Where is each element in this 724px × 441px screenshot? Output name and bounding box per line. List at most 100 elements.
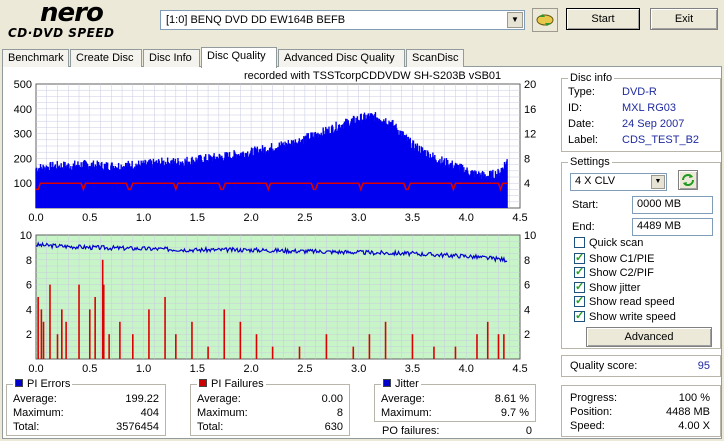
show-read-speed-label: Show read speed — [589, 296, 675, 308]
drive-refresh-icon — [536, 14, 554, 26]
show-c1-label: Show C1/PIE — [589, 253, 655, 265]
checkbox-box[interactable] — [574, 251, 585, 264]
x-tick-label: 2.5 — [297, 363, 312, 372]
jitter-title: Jitter — [395, 378, 419, 390]
settings-title: Settings — [568, 156, 612, 168]
nero-logo: nero CD·DVD SPEED — [6, 0, 156, 42]
tab-benchmark[interactable]: Benchmark — [2, 49, 69, 67]
pi-errors-group: PI Errors Average: 199.22 Maximum: 404 Tot… — [6, 378, 166, 436]
tab-scandisc[interactable]: ScanDisc — [406, 49, 464, 67]
id-value: MXL RG03 — [622, 102, 677, 114]
x-tick-label: 1.5 — [190, 212, 205, 224]
pi-errors-average: 199.22 — [125, 393, 159, 405]
refresh-drive-button[interactable] — [532, 8, 558, 32]
pi-failures-legend-icon — [199, 379, 207, 387]
end-input[interactable]: 4489 MB — [632, 218, 713, 236]
x-tick-label: 0.5 — [82, 363, 97, 372]
chevron-down-icon[interactable]: ▼ — [507, 12, 523, 28]
refresh-icon — [682, 174, 694, 186]
show-c1-checkbox[interactable]: Show C1/PIE — [574, 251, 655, 265]
show-c2-checkbox[interactable]: Show C2/PIF — [574, 265, 654, 279]
po-failures-value: 0 — [525, 425, 532, 437]
chevron-down-icon[interactable]: ▼ — [651, 175, 665, 189]
pi-errors-maximum: 404 — [140, 407, 159, 419]
jitter-maximum-label: Maximum: — [381, 407, 432, 419]
pi-failures-group: PI Failures Average: 0.00 Maximum: 8 Total… — [190, 378, 350, 436]
progress-value: 100 % — [678, 392, 710, 404]
pi-failures-total: 630 — [324, 421, 343, 433]
pi-errors-maximum-row: Maximum: 404 — [13, 407, 159, 420]
show-read-speed-checkbox[interactable]: Show read speed — [574, 294, 675, 308]
tab-disc-quality[interactable]: Disc Quality — [201, 47, 277, 68]
checkbox-box[interactable] — [574, 309, 585, 322]
quick-scan-checkbox[interactable]: Quick scan — [574, 237, 643, 249]
y2-tick-label: 4 — [524, 178, 530, 190]
drive-select[interactable]: [1:0] BENQ DVD DD EW164B BEFB ▼ — [160, 10, 525, 30]
jitter-maximum: 9.7 % — [500, 407, 529, 419]
tab-disc-info[interactable]: Disc Info — [143, 49, 200, 67]
pi-errors-average-row: Average: 199.22 — [13, 393, 159, 406]
jitter-line — [35, 241, 508, 263]
x-tick-label: 2.5 — [297, 212, 312, 224]
speed-select[interactable]: 4 X CLV ▼ — [570, 173, 667, 191]
tab-advanced-disc-quality[interactable]: Advanced Disc Quality — [278, 49, 405, 67]
pi-errors-total-label: Total: — [13, 421, 40, 433]
start-label: Start: — [572, 199, 599, 211]
pi-failures-maximum-label: Maximum: — [197, 407, 248, 419]
y-tick-label: 500 — [14, 79, 32, 91]
pi-failures-average-label: Average: — [197, 393, 241, 405]
y-tick-label: 200 — [14, 153, 32, 165]
advanced-button[interactable]: Advanced — [586, 327, 712, 347]
pi-failures-maximum: 8 — [336, 407, 343, 419]
quality-score-value: 95 — [697, 360, 710, 372]
y-tick-label: 4 — [26, 304, 32, 316]
x-tick-label: 3.5 — [405, 212, 420, 224]
checkbox-box[interactable] — [574, 294, 585, 307]
drive-select-value: [1:0] BENQ DVD DD EW164B BEFB — [166, 14, 346, 26]
checkbox-box[interactable] — [574, 237, 585, 248]
chart-area: recorded with TSSTcorpCDDVDW SH-S203B vS… — [6, 70, 556, 375]
start-button[interactable]: Start — [566, 8, 640, 30]
po-failures-label: PO failures: — [382, 425, 440, 437]
quality-score-group: Quality score: 95 — [561, 355, 721, 377]
checkbox-box[interactable] — [574, 265, 585, 278]
label-label: Label: — [568, 134, 598, 146]
disc-info-title: Disc info — [568, 72, 615, 84]
y2-tick-label: 2 — [524, 329, 530, 341]
show-jitter-checkbox[interactable]: Show jitter — [574, 280, 641, 294]
pi-errors-maximum-label: Maximum: — [13, 407, 64, 419]
po-failures-row: PO failures: 0 — [382, 425, 532, 438]
y2-tick-label: 16 — [524, 104, 536, 116]
date-value: 24 Sep 2007 — [622, 118, 685, 130]
y-tick-label: 10 — [20, 230, 32, 242]
refresh-speed-button[interactable] — [678, 170, 698, 190]
speed-value: 4.00 X — [678, 420, 710, 432]
x-tick-label: 3.0 — [351, 212, 366, 224]
y2-tick-label: 12 — [524, 129, 536, 141]
pi-failures-total-row: Total: 630 — [197, 421, 343, 434]
exit-button[interactable]: Exit — [650, 8, 718, 30]
date-label: Date: — [568, 118, 595, 130]
y2-tick-label: 10 — [524, 230, 536, 242]
pi-errors-total: 3576454 — [116, 421, 159, 433]
y-tick-label: 300 — [14, 129, 32, 141]
jitter-legend-icon — [383, 379, 391, 387]
end-label: End: — [572, 221, 595, 233]
position-value: 4488 MB — [665, 406, 710, 418]
progress-group: Progress: 100 % Position: 4488 MB Speed:… — [561, 385, 721, 437]
start-input[interactable]: 0000 MB — [632, 196, 713, 214]
show-jitter-label: Show jitter — [589, 282, 641, 294]
jitter-maximum-row: Maximum: 9.7 % — [381, 407, 529, 420]
checkbox-box[interactable] — [574, 280, 585, 293]
y-tick-label: 400 — [14, 104, 32, 116]
tab-create-disc[interactable]: Create Disc — [70, 49, 142, 67]
x-tick-label: 1.0 — [136, 363, 151, 372]
progress-label: Progress: — [570, 392, 618, 404]
logo-brand: nero — [40, 0, 104, 28]
x-tick-label: 0.0 — [28, 212, 43, 224]
x-tick-label: 2.0 — [243, 363, 258, 372]
x-tick-label: 4.0 — [459, 363, 474, 372]
jitter-group: Jitter Average: 8.61 % Maximum: 9.7 % — [374, 378, 536, 422]
show-write-speed-checkbox[interactable]: Show write speed — [574, 309, 676, 323]
logo-product: CD·DVD SPEED — [8, 26, 115, 40]
